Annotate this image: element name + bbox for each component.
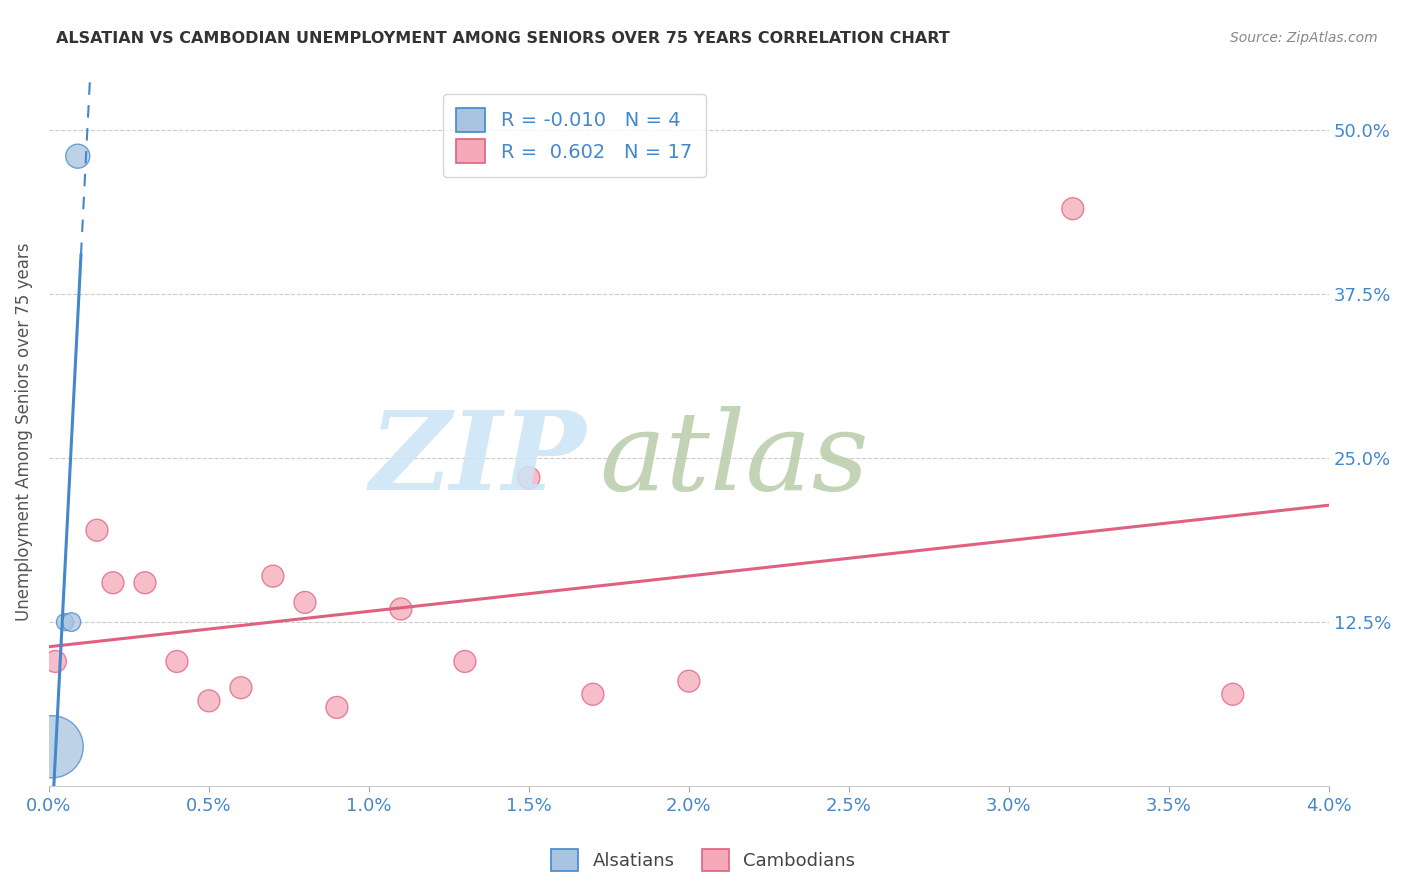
Y-axis label: Unemployment Among Seniors over 75 years: Unemployment Among Seniors over 75 years [15, 243, 32, 621]
Point [1222, 687, 1244, 701]
Point [66, 149, 89, 163]
Point [678, 674, 700, 689]
Point [389, 602, 412, 616]
Point [326, 700, 349, 714]
Point [198, 694, 221, 708]
Point [41, 739, 63, 754]
Point [86, 523, 108, 537]
Point [229, 681, 252, 695]
Point [1062, 202, 1084, 216]
Point [517, 471, 540, 485]
Point [53, 615, 76, 629]
Point [101, 575, 124, 590]
Text: atlas: atlas [599, 407, 869, 514]
Text: ALSATIAN VS CAMBODIAN UNEMPLOYMENT AMONG SENIORS OVER 75 YEARS CORRELATION CHART: ALSATIAN VS CAMBODIAN UNEMPLOYMENT AMONG… [56, 31, 950, 46]
Text: Source: ZipAtlas.com: Source: ZipAtlas.com [1230, 31, 1378, 45]
Point [134, 575, 156, 590]
Point [262, 569, 284, 583]
Point [582, 687, 605, 701]
Point [454, 655, 477, 669]
Point [166, 655, 188, 669]
Point [294, 595, 316, 609]
Legend: R = -0.010   N = 4, R =  0.602   N = 17: R = -0.010 N = 4, R = 0.602 N = 17 [443, 95, 706, 177]
Point [44, 655, 66, 669]
Point [60, 615, 83, 629]
Legend: Alsatians, Cambodians: Alsatians, Cambodians [544, 842, 862, 879]
Text: ZIP: ZIP [370, 407, 586, 514]
